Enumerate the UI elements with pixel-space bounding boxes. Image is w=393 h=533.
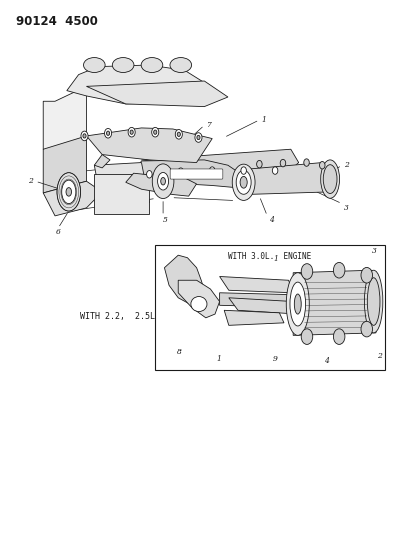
Polygon shape <box>178 280 220 318</box>
Ellipse shape <box>290 282 306 326</box>
Text: 7: 7 <box>206 121 211 130</box>
Polygon shape <box>86 81 228 107</box>
Text: 2: 2 <box>29 177 33 185</box>
Polygon shape <box>164 255 206 305</box>
Circle shape <box>175 130 182 139</box>
Circle shape <box>241 167 246 174</box>
Ellipse shape <box>236 171 251 195</box>
Text: 1: 1 <box>273 255 278 263</box>
Polygon shape <box>229 298 298 314</box>
Circle shape <box>177 132 180 136</box>
Circle shape <box>83 134 86 138</box>
Text: 90124  4500: 90124 4500 <box>16 15 97 28</box>
Polygon shape <box>220 277 293 293</box>
Ellipse shape <box>367 278 380 325</box>
Ellipse shape <box>321 160 340 198</box>
Text: 8: 8 <box>176 348 182 356</box>
Circle shape <box>301 329 313 344</box>
Ellipse shape <box>158 172 169 190</box>
Ellipse shape <box>240 176 247 188</box>
Circle shape <box>154 130 157 134</box>
Ellipse shape <box>286 273 309 335</box>
FancyBboxPatch shape <box>170 169 223 179</box>
Ellipse shape <box>57 173 81 211</box>
Ellipse shape <box>170 58 192 72</box>
Circle shape <box>320 161 325 169</box>
Polygon shape <box>67 65 204 104</box>
Ellipse shape <box>83 58 105 72</box>
Circle shape <box>178 168 184 175</box>
Polygon shape <box>126 173 196 196</box>
Circle shape <box>197 135 200 140</box>
Circle shape <box>280 159 286 167</box>
Circle shape <box>195 133 202 142</box>
Polygon shape <box>43 181 102 216</box>
Polygon shape <box>94 155 110 168</box>
Polygon shape <box>94 163 149 208</box>
Polygon shape <box>220 293 316 308</box>
Circle shape <box>147 171 152 178</box>
Polygon shape <box>134 160 244 188</box>
Text: WITH 3.0L.  ENGINE: WITH 3.0L. ENGINE <box>228 252 311 261</box>
Text: 5: 5 <box>163 216 167 224</box>
Text: 6: 6 <box>56 228 61 236</box>
Circle shape <box>361 268 373 283</box>
Polygon shape <box>244 163 330 195</box>
Text: 4: 4 <box>324 357 329 365</box>
Bar <box>94 174 149 214</box>
Circle shape <box>333 262 345 278</box>
Ellipse shape <box>191 296 207 312</box>
Bar <box>155 245 385 370</box>
Circle shape <box>105 128 112 138</box>
Text: 1: 1 <box>261 116 266 124</box>
Polygon shape <box>43 136 86 193</box>
Ellipse shape <box>66 188 72 196</box>
Text: 3: 3 <box>344 204 349 212</box>
Ellipse shape <box>62 180 76 204</box>
Circle shape <box>301 264 313 279</box>
Ellipse shape <box>112 58 134 72</box>
Ellipse shape <box>294 294 301 314</box>
Ellipse shape <box>152 164 174 198</box>
Circle shape <box>272 167 278 174</box>
Text: 1: 1 <box>217 356 222 364</box>
Text: WITH 2.2,  2.5L.  ENGINE: WITH 2.2, 2.5L. ENGINE <box>79 312 200 321</box>
Polygon shape <box>293 270 376 335</box>
Circle shape <box>107 131 110 135</box>
Circle shape <box>152 127 159 137</box>
Ellipse shape <box>364 270 383 333</box>
Circle shape <box>361 321 373 337</box>
Text: 2: 2 <box>377 352 382 360</box>
Text: 2: 2 <box>344 161 349 169</box>
Circle shape <box>81 131 88 141</box>
Ellipse shape <box>141 58 163 72</box>
Polygon shape <box>141 149 299 177</box>
Polygon shape <box>43 86 86 160</box>
Text: 9: 9 <box>273 356 278 364</box>
Circle shape <box>128 127 135 137</box>
Text: 4: 4 <box>269 216 274 224</box>
Circle shape <box>257 160 262 168</box>
Circle shape <box>333 329 345 344</box>
Ellipse shape <box>161 177 165 185</box>
Polygon shape <box>224 310 284 325</box>
Circle shape <box>130 130 133 134</box>
Polygon shape <box>86 128 212 163</box>
Ellipse shape <box>232 164 255 200</box>
Text: 3: 3 <box>372 247 377 255</box>
Circle shape <box>209 167 215 174</box>
Circle shape <box>304 159 309 166</box>
Ellipse shape <box>323 165 337 193</box>
